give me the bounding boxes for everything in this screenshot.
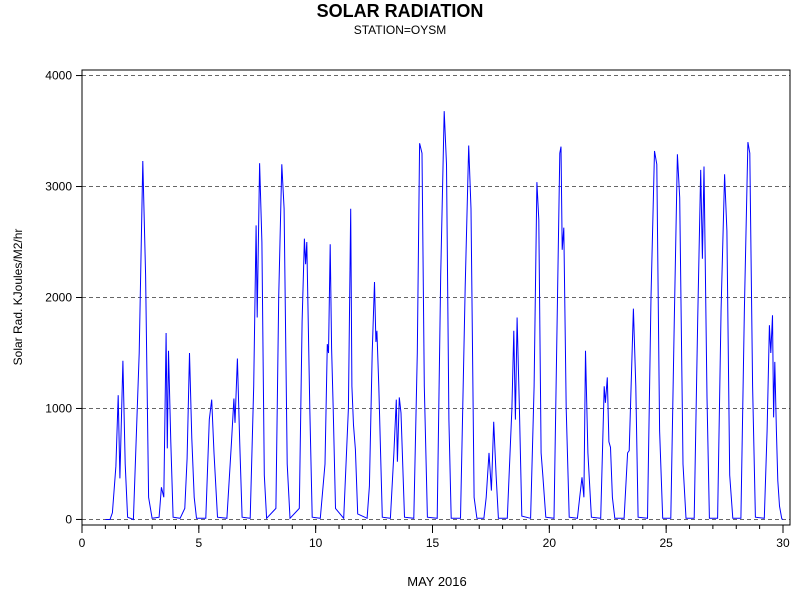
x-tick-label: 15: [426, 536, 440, 550]
x-axis-label: MAY 2016: [407, 574, 467, 589]
x-axis: 0 5 10 15 20 25 30: [79, 525, 790, 550]
y-tick-label: 3000: [45, 180, 72, 194]
x-tick-label: 30: [776, 536, 790, 550]
x-tick-label: 10: [309, 536, 323, 550]
y-tick-label: 2000: [45, 291, 72, 305]
x-tick-label: 0: [79, 536, 86, 550]
series-line: [105, 111, 784, 521]
y-tick-label: 4000: [45, 69, 72, 83]
y-axis: 0 1000 2000 3000 4000: [45, 69, 82, 526]
y-tick-label: 0: [65, 512, 72, 526]
y-tick-label: 1000: [45, 401, 72, 415]
x-tick-label: 20: [543, 536, 557, 550]
x-tick-label: 5: [195, 536, 202, 550]
chart-title: SOLAR RADIATION: [316, 1, 484, 21]
chart-subtitle: STATION=OYSM: [353, 23, 447, 37]
x-tick-label: 25: [659, 536, 673, 550]
grid-lines: [82, 75, 790, 520]
y-axis-label: Solar Rad. KJoules/M2/hr: [11, 229, 25, 366]
